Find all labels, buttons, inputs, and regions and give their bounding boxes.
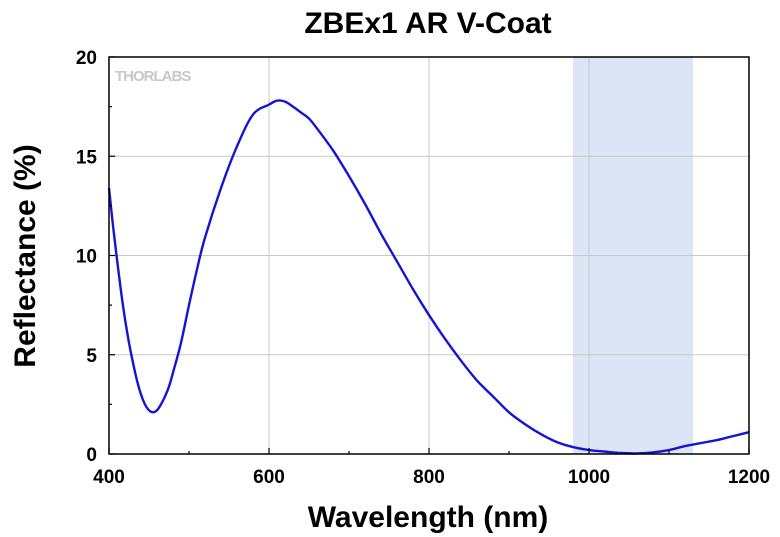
tick-labels: 400 600 800 1000 1200 0 5 10 15 20 [76,48,770,488]
x-tick-label: 600 [253,467,285,488]
chart-title: ZBEx1 AR V-Coat [304,7,551,40]
y-axis-label: Reflectance (%) [9,144,42,367]
y-tick-label: 0 [86,445,97,466]
y-tick-label: 10 [76,247,97,268]
x-tick-label: 400 [93,467,125,488]
x-tick-label: 1200 [728,467,770,488]
x-axis-label: Wavelength (nm) [308,501,549,534]
y-tick-label: 20 [76,48,97,69]
series-line [107,99,750,455]
y-tick-label: 15 [76,147,98,168]
thorlabs-watermark-logo: THORLABS [115,68,191,85]
axis-ticks [108,56,750,455]
x-tick-label: 1000 [568,467,610,488]
y-tick-label: 5 [86,346,97,367]
x-tick-label: 800 [413,467,445,488]
gridlines [109,57,749,454]
